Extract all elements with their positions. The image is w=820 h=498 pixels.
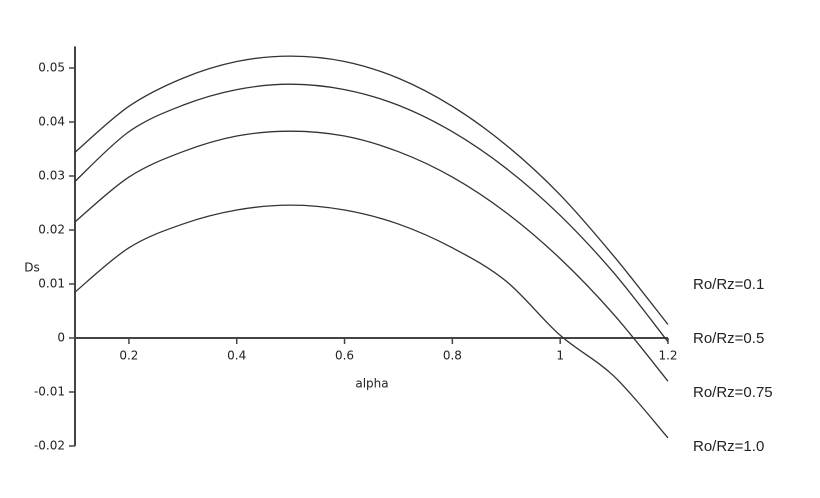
x-tick-label: 1 — [556, 349, 564, 363]
y-tick-label: 0.03 — [38, 169, 65, 183]
x-tick-label: 0.4 — [227, 349, 246, 363]
legend-label: Ro/Rz=0.5 — [693, 330, 764, 347]
line — [74, 204, 669, 439]
x-tick-label: 0.2 — [119, 349, 138, 363]
legend-label: Ro/Rz=1.0 — [693, 438, 764, 455]
y-tick-label: 0.04 — [38, 115, 65, 129]
y-axis-label: Ds — [24, 261, 40, 275]
x-tick-label: 0.6 — [335, 349, 354, 363]
legend-label: Ro/Rz=0.75 — [693, 384, 773, 401]
x-tick-label: 0.8 — [443, 349, 462, 363]
x-tick-label: 1.2 — [658, 349, 677, 363]
legend-label: Ro/Rz=0.1 — [693, 276, 764, 293]
y-tick-label: 0 — [57, 331, 65, 345]
y-tick-label: 0.05 — [38, 61, 65, 75]
line — [74, 55, 669, 325]
y-tick-label: -0.01 — [34, 385, 65, 399]
line — [74, 83, 669, 343]
line — [74, 130, 669, 382]
y-tick-label: -0.02 — [34, 439, 65, 453]
y-tick-label: 0.01 — [38, 277, 65, 291]
x-axis-label: alpha — [355, 377, 388, 391]
y-tick-label: 0.02 — [38, 223, 65, 237]
